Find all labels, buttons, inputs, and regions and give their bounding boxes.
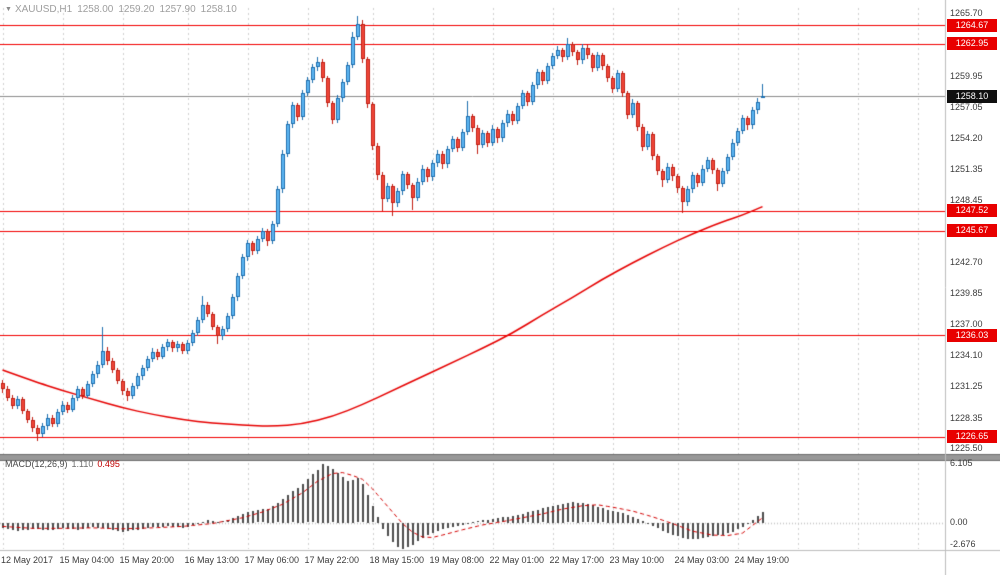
price-axis-tick: 1239.85 xyxy=(950,288,983,299)
macd-axis-tick: 6.105 xyxy=(950,458,973,469)
time-axis-label: 22 May 17:00 xyxy=(549,555,605,565)
price-axis-tick: 1259.95 xyxy=(950,70,983,81)
price-axis-tick: 1225.50 xyxy=(950,443,983,454)
price-axis-tick: 1242.70 xyxy=(950,257,983,268)
time-axis-label: 24 May 19:00 xyxy=(734,555,790,565)
time-axis-label: 23 May 10:00 xyxy=(609,555,665,565)
price-axis-tick: 1231.25 xyxy=(950,381,983,392)
macd-axis-tick: 0.00 xyxy=(950,517,968,528)
price-axis-tick: 1228.35 xyxy=(950,412,983,423)
high-value: 1259.20 xyxy=(118,4,155,15)
macd-indicator-label: MACD(12,26,9) 1.110 0.495 xyxy=(5,459,120,469)
time-axis-label: 19 May 08:00 xyxy=(429,555,485,565)
macd-signal-value: 0.495 xyxy=(97,459,120,469)
time-axis-label: 17 May 22:00 xyxy=(304,555,360,565)
symbol-ohlc-header: ▼ XAUUSD,H1 1258.00 1259.20 1257.90 1258.10 xyxy=(5,4,242,15)
time-axis-label: 24 May 03:00 xyxy=(674,555,730,565)
time-axis-label: 15 May 04:00 xyxy=(59,555,115,565)
low-value: 1257.90 xyxy=(159,4,196,15)
symbol-label: XAUUSD,H1 xyxy=(14,4,73,15)
time-axis-label: 12 May 2017 xyxy=(1,555,54,565)
close-value: 1258.10 xyxy=(200,4,237,15)
price-axis-tick: 1257.05 xyxy=(950,102,983,113)
time-axis-label: 18 May 15:00 xyxy=(369,555,425,565)
price-level-tag: 1264.67 xyxy=(947,18,997,32)
time-axis-label: 15 May 20:00 xyxy=(119,555,175,565)
price-level-tag: 1236.03 xyxy=(947,328,997,342)
price-level-tag: 1245.67 xyxy=(947,224,997,238)
time-axis-label: 16 May 13:00 xyxy=(184,555,240,565)
price-axis-tick: 1251.35 xyxy=(950,163,983,174)
current-price-tag: 1258.10 xyxy=(947,89,997,103)
price-axis-tick: 1265.70 xyxy=(950,8,983,19)
price-axis[interactable]: 1265.70 1259.95 1257.05 1254.20 1251.35 1248.… xyxy=(945,0,1000,575)
macd-name: MACD(12,26,9) xyxy=(5,459,68,469)
price-level-tag: 1226.65 xyxy=(947,430,997,444)
price-axis-tick: 1248.45 xyxy=(950,195,983,206)
macd-axis-tick: -2.676 xyxy=(950,538,976,549)
open-value: 1258.00 xyxy=(77,4,114,15)
symbol-marker-icon: ▼ xyxy=(5,6,12,13)
time-axis[interactable]: 12 May 2017 15 May 04:00 15 May 20:00 16 Ma… xyxy=(0,550,945,575)
price-axis-tick: 1237.00 xyxy=(950,319,983,330)
price-level-tag: 1247.52 xyxy=(947,204,997,218)
time-axis-label: 17 May 06:00 xyxy=(244,555,300,565)
price-axis-tick: 1234.10 xyxy=(950,350,983,361)
time-axis-label: 22 May 01:00 xyxy=(489,555,545,565)
macd-value: 1.110 xyxy=(71,459,94,469)
price-axis-tick: 1254.20 xyxy=(950,132,983,143)
price-level-tag: 1262.95 xyxy=(947,37,997,51)
